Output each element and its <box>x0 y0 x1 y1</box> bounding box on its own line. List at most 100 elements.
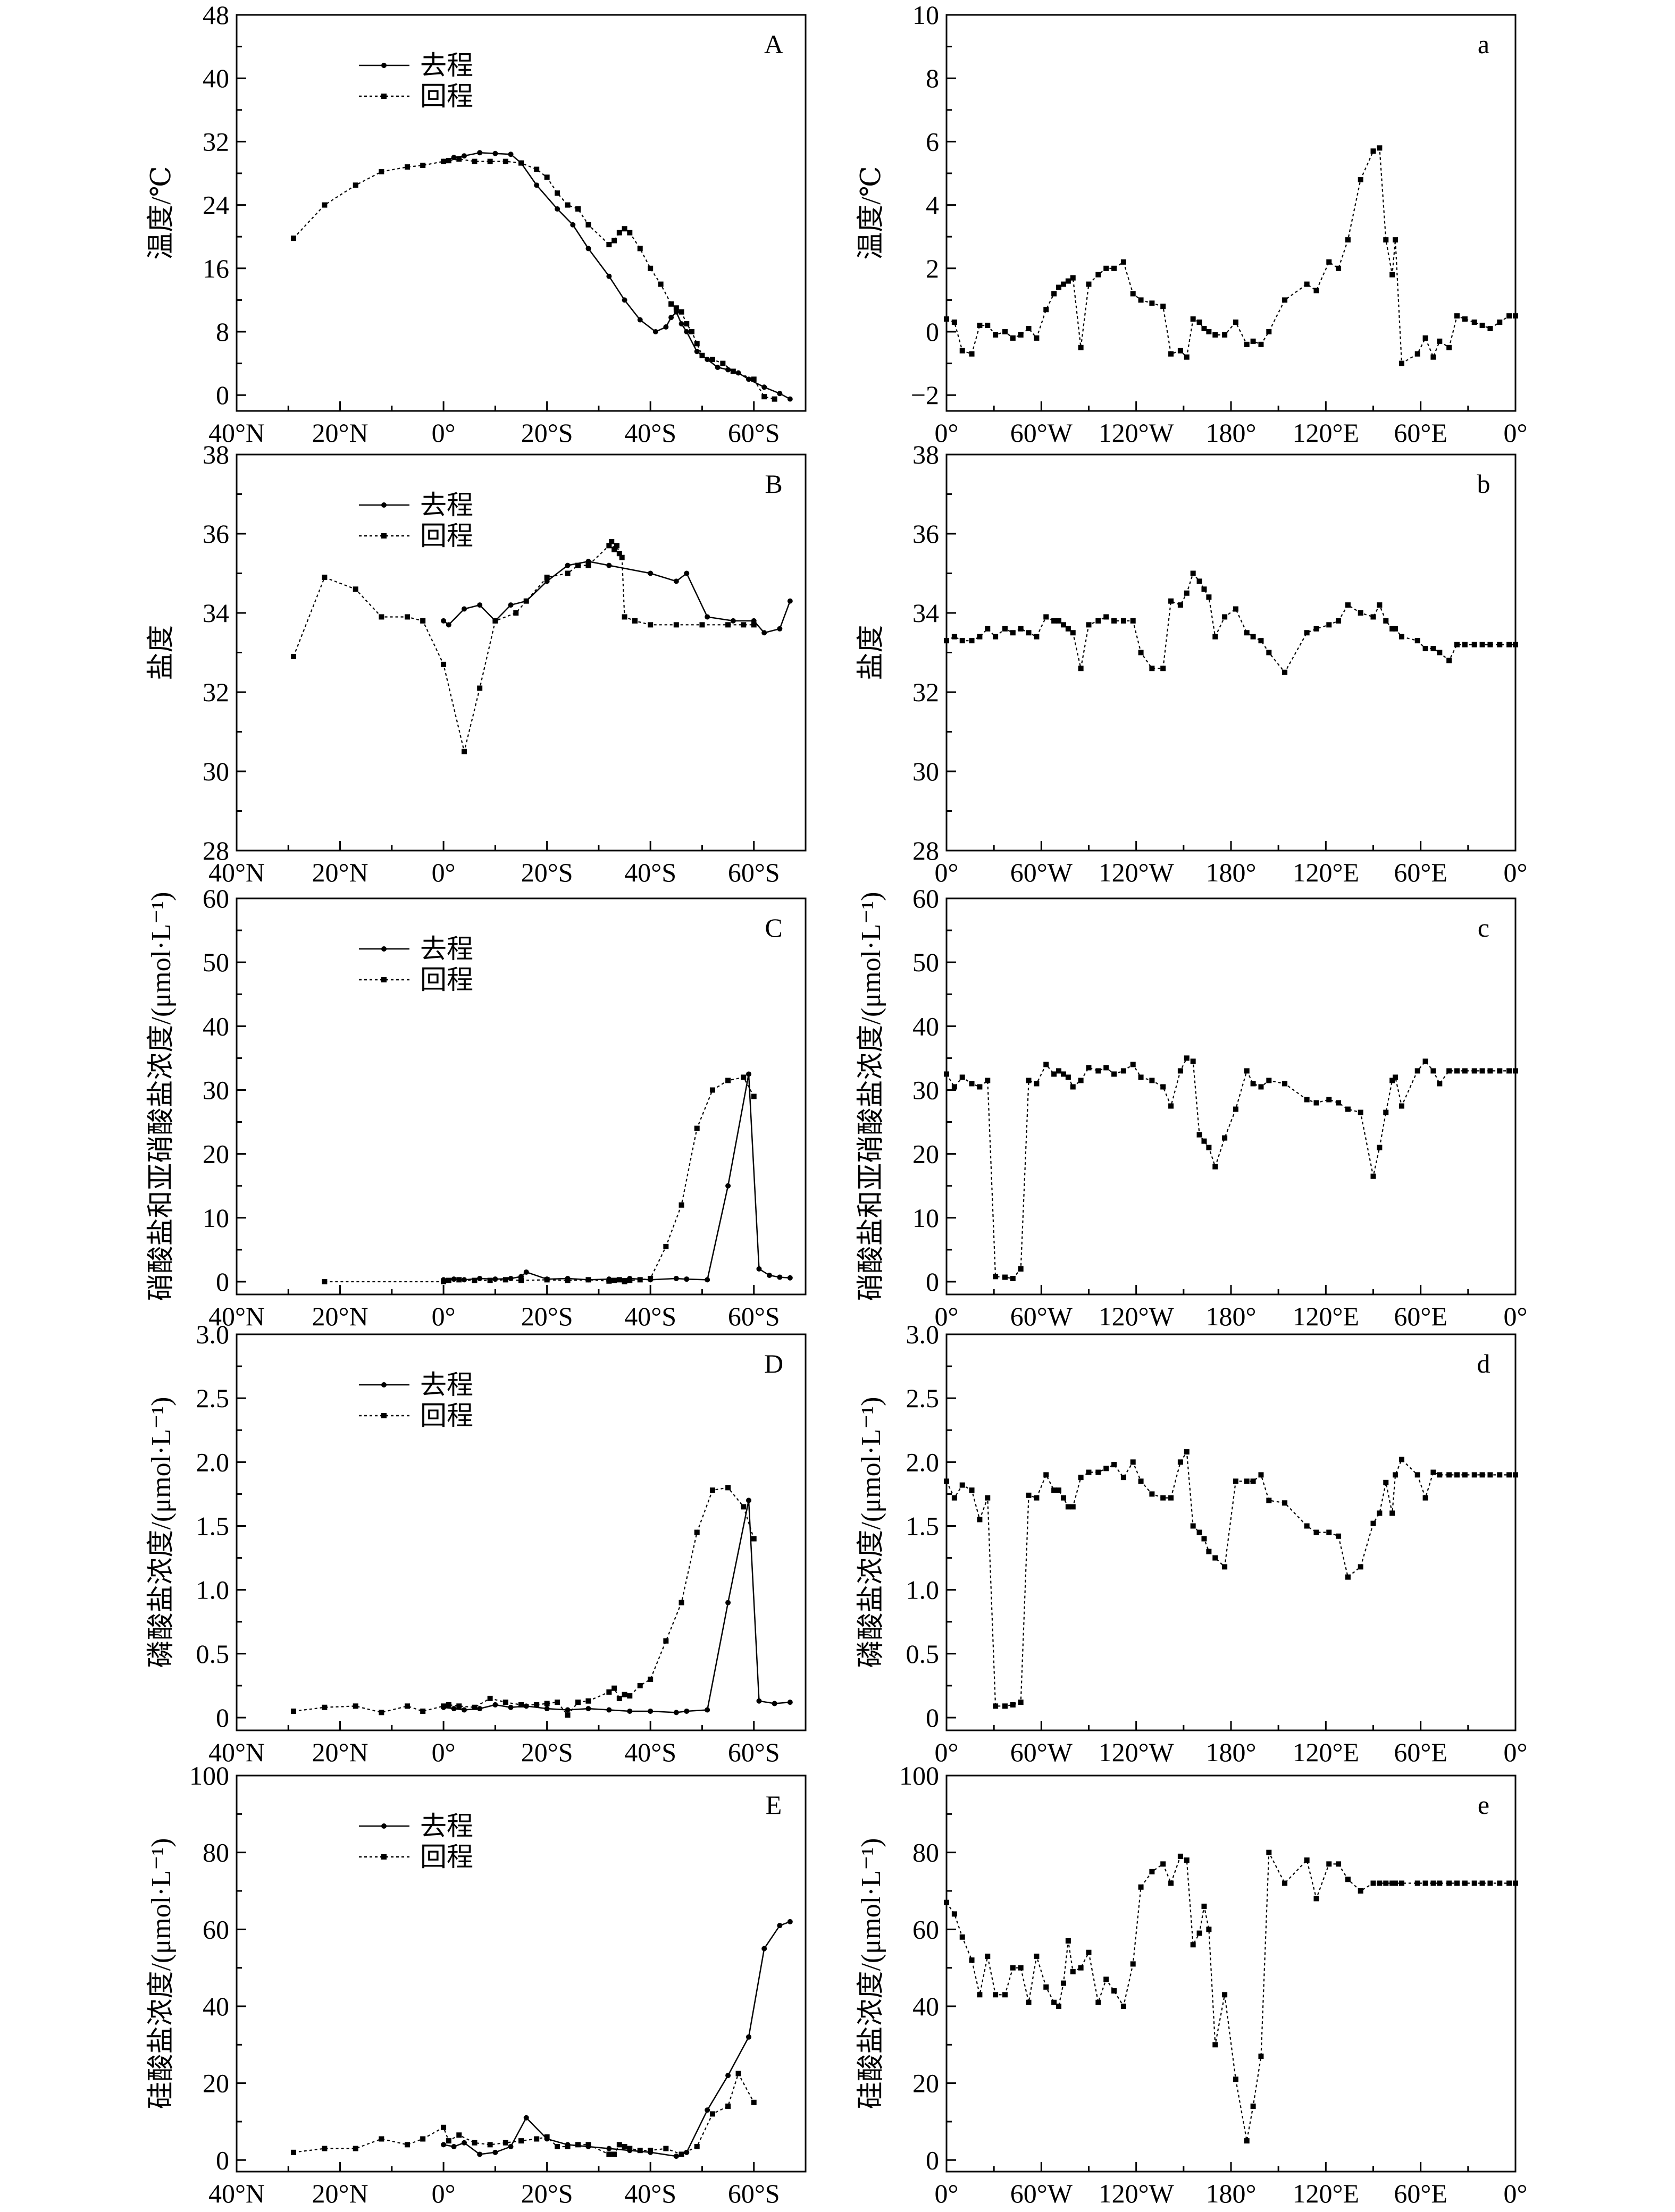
data-point <box>1471 642 1477 647</box>
data-point <box>1358 176 1363 182</box>
data-point <box>741 1074 747 1080</box>
data-point <box>322 2146 328 2151</box>
data-point <box>985 323 991 329</box>
data-point <box>472 1704 478 1710</box>
data-point <box>616 1277 622 1283</box>
data-point <box>1313 1896 1319 1902</box>
data-point <box>441 2142 447 2148</box>
data-point <box>1190 316 1196 322</box>
data-point <box>1304 630 1310 636</box>
data-point <box>518 1277 524 1283</box>
data-point <box>658 281 664 287</box>
data-point <box>746 1498 751 1503</box>
data-point <box>616 2142 622 2148</box>
data-point <box>555 2143 560 2149</box>
data-point <box>1326 1529 1332 1535</box>
data-point <box>1282 1880 1288 1886</box>
data-point <box>1070 275 1076 281</box>
data-point <box>652 329 658 334</box>
legend-return-label: 回程 <box>420 521 473 551</box>
data-point <box>709 1487 715 1493</box>
data-point <box>1266 1078 1272 1083</box>
legend-outbound-label: 去程 <box>420 490 473 520</box>
data-point <box>1304 281 1310 287</box>
y-tick-label: 10 <box>203 1203 229 1233</box>
data-point <box>705 2107 710 2113</box>
data-point <box>616 1695 622 1701</box>
data-point <box>575 206 581 212</box>
data-point <box>741 622 747 628</box>
data-point <box>1196 1930 1202 1936</box>
data-point <box>405 164 410 170</box>
x-tick-label: 20°S <box>521 1301 573 1331</box>
data-point <box>477 150 483 156</box>
data-point <box>777 626 783 632</box>
data-point <box>1002 1703 1008 1709</box>
data-point <box>679 2151 684 2157</box>
x-tick-label: 60°W <box>1010 857 1073 887</box>
x-tick-label: 20°N <box>312 857 368 887</box>
data-point <box>1168 1495 1174 1501</box>
y-tick-label: 0 <box>216 2145 229 2175</box>
x-tick-label: 40°S <box>624 1737 676 1767</box>
x-tick-label: 120°E <box>1293 2179 1360 2208</box>
plot-frame <box>236 1333 807 1731</box>
series-line-回程 <box>293 1487 755 1716</box>
data-point <box>612 2151 617 2157</box>
data-point <box>1437 1081 1443 1087</box>
data-point <box>477 2151 483 2157</box>
data-point <box>1446 1880 1452 1886</box>
data-point <box>1422 335 1428 341</box>
data-point <box>291 2149 296 2155</box>
data-point <box>761 1946 767 1952</box>
data-point <box>1358 1888 1363 1894</box>
data-point <box>673 1275 679 1281</box>
chart-panel-e: 0 20 40 60 80 100 0° 60°W 120°W 180° 120°E 60°E 0° 硅酸… <box>856 1761 1528 2208</box>
y-axis-label: 磷酸盐浓度/(μmol·L⁻¹) <box>856 1397 886 1668</box>
data-point <box>787 598 793 604</box>
data-point <box>606 2146 612 2151</box>
data-point <box>508 1704 514 1710</box>
data-point <box>1043 1984 1049 1990</box>
data-point <box>1383 618 1389 624</box>
series-line-回程 <box>324 1076 755 1283</box>
data-point <box>673 1710 679 1715</box>
x-tick-label: 60°E <box>1394 1737 1447 1767</box>
data-point <box>534 1702 540 1708</box>
data-point <box>1010 1965 1016 1971</box>
data-point <box>1282 669 1288 675</box>
data-point <box>1018 626 1024 632</box>
data-point <box>1160 666 1166 671</box>
data-point <box>1358 1564 1363 1570</box>
data-point <box>1026 326 1032 332</box>
data-point <box>1206 1927 1212 1932</box>
x-tick-label: 120°E <box>1293 1301 1360 1331</box>
data-point <box>1393 626 1398 632</box>
data-point <box>1383 1479 1389 1485</box>
data-point <box>1043 614 1049 620</box>
data-point <box>1266 1498 1272 1503</box>
data-point <box>1138 1478 1144 1484</box>
data-point <box>1212 634 1218 640</box>
data-point <box>1446 1068 1452 1074</box>
y-tick-label: 20 <box>912 2068 939 2098</box>
data-point <box>1184 1055 1190 1061</box>
data-point <box>1370 1880 1376 1886</box>
data-point <box>446 622 451 628</box>
data-point <box>1060 1495 1066 1501</box>
data-point <box>1471 1472 1477 1478</box>
y-tick-label: 60 <box>203 884 229 913</box>
data-point <box>951 634 957 640</box>
data-point <box>1002 1992 1008 1998</box>
data-point <box>441 1703 447 1709</box>
data-point <box>606 273 612 279</box>
y-tick-label: 1.0 <box>196 1575 230 1605</box>
data-point <box>570 222 576 228</box>
data-point <box>1103 265 1109 271</box>
data-point <box>699 352 705 358</box>
data-point <box>575 1700 581 1705</box>
data-point <box>1446 658 1452 663</box>
data-point <box>969 1957 975 1963</box>
data-point <box>663 1243 669 1249</box>
